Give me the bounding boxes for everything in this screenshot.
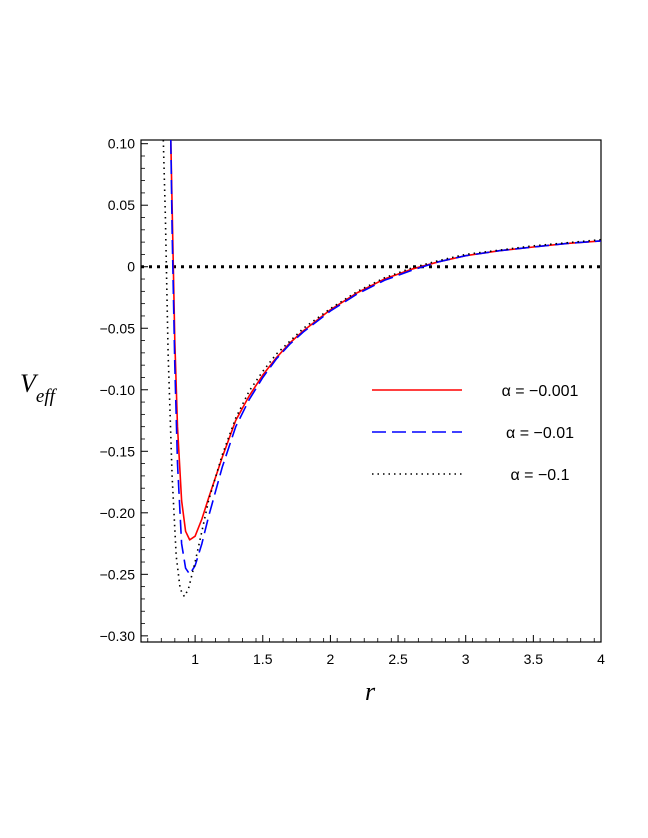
y-axis-label: Veff bbox=[20, 369, 58, 407]
x-tick-label: 1.5 bbox=[253, 651, 273, 667]
x-axis-ticks: 1 1.5 2 2.5 3 3.5 4 bbox=[147, 635, 605, 667]
y-axis-label-main: V bbox=[20, 369, 39, 398]
y-tick-label: −0.20 bbox=[100, 505, 136, 521]
series-group bbox=[162, 140, 601, 598]
legend-label-3: α = −0.1 bbox=[510, 467, 569, 484]
x-tick-label: 3 bbox=[462, 651, 470, 667]
x-tick-label: 2.5 bbox=[388, 651, 408, 667]
y-tick-label: −0.30 bbox=[100, 628, 136, 644]
y-tick-label: −0.25 bbox=[100, 566, 136, 582]
y-tick-label: −0.10 bbox=[100, 382, 136, 398]
y-axis-ticks: 0.10 0.05 0 −0.05 −0.10 −0.15 −0.20 −0.25 −0.30 bbox=[100, 136, 148, 644]
x-tick-label: 1 bbox=[191, 651, 199, 667]
x-axis-label: r bbox=[365, 677, 376, 706]
series-line-2 bbox=[170, 140, 601, 576]
y-tick-label: −0.05 bbox=[100, 320, 136, 336]
y-tick-label: 0.05 bbox=[108, 197, 135, 213]
x-tick-label: 3.5 bbox=[524, 651, 544, 667]
series-line-3 bbox=[162, 140, 601, 598]
legend-label-2: α = −0.01 bbox=[506, 425, 574, 442]
plot-frame bbox=[140, 139, 602, 643]
y-tick-label: −0.15 bbox=[100, 443, 136, 459]
legend: α = −0.001 α = −0.01 α = −0.1 bbox=[372, 383, 579, 484]
y-tick-label: 0.10 bbox=[108, 136, 135, 152]
x-tick-label: 4 bbox=[597, 651, 605, 667]
y-axis-label-sub: eff bbox=[36, 386, 58, 407]
x-tick-label: 2 bbox=[327, 651, 335, 667]
legend-label-1: α = −0.001 bbox=[502, 383, 579, 400]
y-tick-label: 0 bbox=[127, 259, 135, 275]
